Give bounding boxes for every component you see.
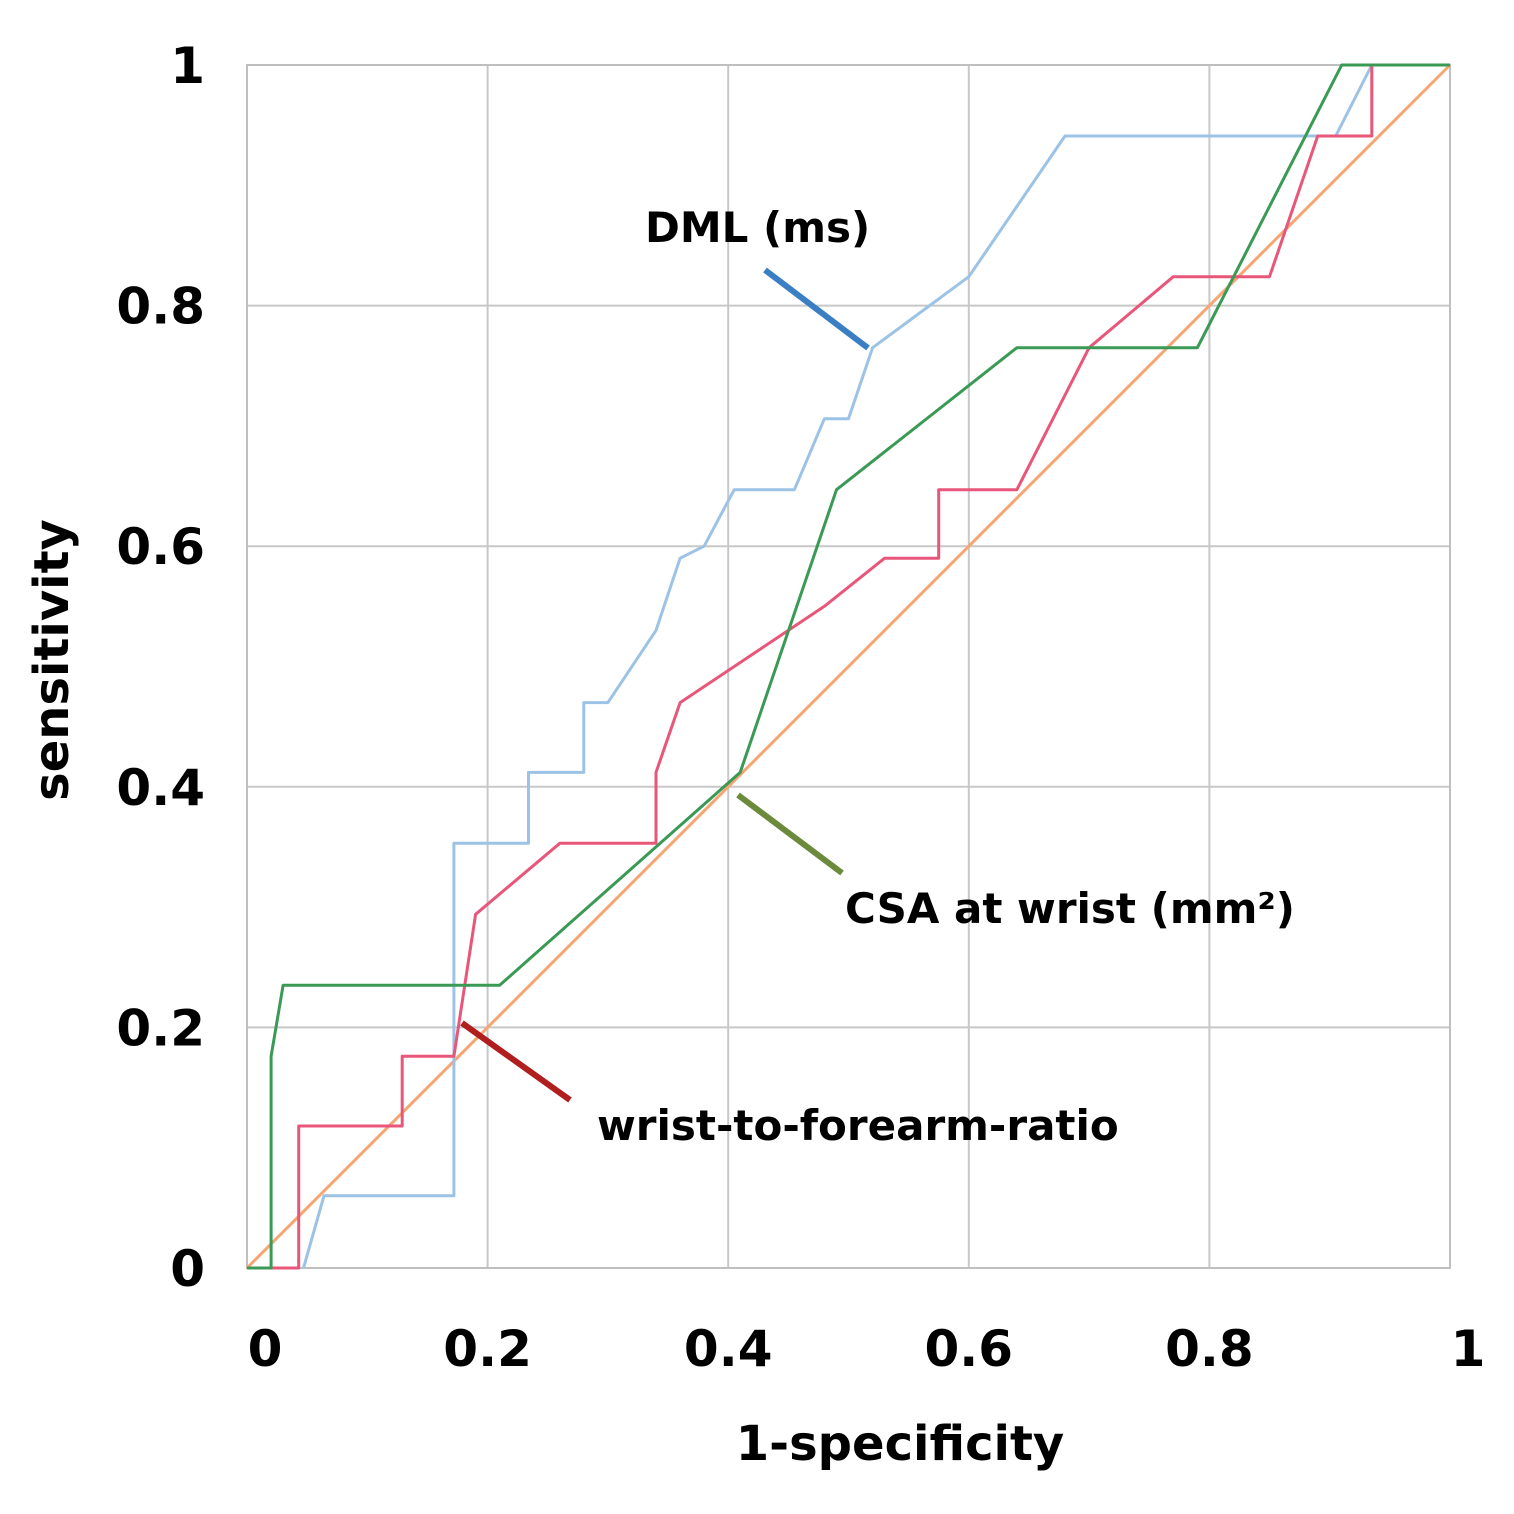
series-line-wrist-to-forearm-ratio: [247, 63, 1450, 1270]
series-line-reference: [245, 63, 1452, 1270]
x-tick-label-3: 0.6: [925, 1320, 1014, 1378]
axis-layer: 0 0.2 0.4 0.6 0.8 1 0 0.2 0.4 0.6 0.8 1: [116, 37, 1485, 1378]
plot-border: [246, 64, 1451, 1269]
dml-pointer-line: [763, 267, 870, 351]
y-tick-label-0: 0: [170, 1240, 205, 1298]
annotation-layer: DML (ms) CSA at wrist (mm²) wrist-to-for…: [460, 203, 1295, 1150]
y-axis-title: sensitivity: [24, 519, 80, 801]
x-axis-title: 1-specificity: [736, 1416, 1064, 1472]
y-tick-label-4: 0.8: [116, 278, 205, 336]
y-tick-label-5: 1: [170, 37, 205, 95]
wfr-annotation-label: wrist-to-forearm-ratio: [597, 1101, 1119, 1150]
series-line-csa-at-wrist-mm: [247, 63, 1450, 1270]
x-tick-label-5: 1: [1451, 1320, 1486, 1378]
csa-annotation-label: CSA at wrist (mm²): [845, 884, 1295, 933]
series-line-dml-ms: [302, 63, 1450, 1269]
x-tick-label-4: 0.8: [1165, 1320, 1254, 1378]
y-tick-label-1: 0.2: [116, 999, 205, 1057]
x-tick-label-0: 0: [248, 1320, 283, 1378]
x-tick-label-2: 0.4: [684, 1320, 773, 1378]
dml-annotation-label: DML (ms): [645, 203, 870, 252]
y-tick-label-3: 0.6: [116, 518, 205, 576]
x-tick-label-1: 0.2: [443, 1320, 532, 1378]
csa-pointer-line: [736, 792, 844, 876]
series-layer: [245, 63, 1452, 1270]
y-tick-label-2: 0.4: [116, 759, 205, 817]
wfr-pointer-line: [460, 1020, 572, 1103]
